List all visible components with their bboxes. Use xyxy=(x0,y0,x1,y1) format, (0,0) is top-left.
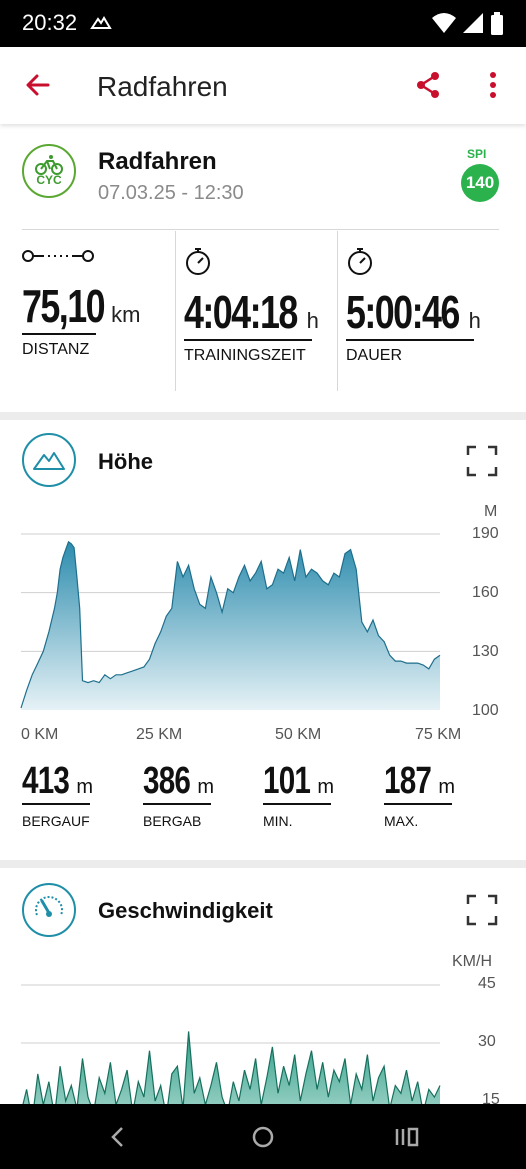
ascent-value: 413 xyxy=(22,760,70,802)
elevation-x-tick: 0 KM xyxy=(21,726,59,743)
mountain-notification-icon xyxy=(90,14,112,35)
share-button[interactable] xyxy=(410,67,446,103)
elevation-title: Höhe xyxy=(98,449,153,474)
speed-y-tick: 15 xyxy=(482,1091,500,1108)
training-time-value: 4:04:18 xyxy=(184,286,298,338)
duration-label: DAUER xyxy=(346,347,403,364)
battery-icon xyxy=(490,12,504,41)
status-bar: 20:32 xyxy=(0,0,526,47)
duration-unit: h xyxy=(468,308,481,333)
distance-label: DISTANZ xyxy=(22,341,90,358)
nav-back-button[interactable] xyxy=(101,1120,135,1154)
cyclist-icon xyxy=(35,155,63,175)
underline xyxy=(384,803,452,805)
training-time-label: TRAININGSZEIT xyxy=(184,347,306,364)
more-options-button[interactable] xyxy=(475,67,511,103)
nav-recents-button[interactable] xyxy=(390,1120,424,1154)
fullscreen-icon xyxy=(466,894,498,926)
duration-value: 5:00:46 xyxy=(346,286,460,338)
stat-distance: 75,10 km DISTANZ xyxy=(22,248,140,359)
wifi-icon xyxy=(431,12,457,39)
section-separator xyxy=(0,412,526,420)
expand-elevation-button[interactable] xyxy=(466,445,498,477)
activity-date: 07.03.25 - 12:30 xyxy=(98,182,244,204)
underline xyxy=(143,803,211,805)
underline xyxy=(263,803,331,805)
page-title: Radfahren xyxy=(97,71,228,102)
system-nav-bar xyxy=(0,1104,526,1169)
elevation-unit: M xyxy=(484,503,498,520)
stat-training-time: 4:04:18 h TRAININGSZEIT xyxy=(184,246,329,365)
speedometer-icon xyxy=(22,883,76,937)
divider xyxy=(175,231,176,391)
elevation-y-tick: 130 xyxy=(472,643,499,660)
elevation-line xyxy=(20,540,441,709)
stat-max: 187 m MAX. xyxy=(384,760,455,829)
speed-y-tick: 45 xyxy=(478,975,496,992)
status-time: 20:32 xyxy=(22,10,78,35)
stopwatch-icon xyxy=(348,248,372,275)
underline xyxy=(22,333,96,335)
ascent-label: BERGAUF xyxy=(22,813,90,829)
stat-min: 101 m MIN. xyxy=(263,760,334,829)
divider xyxy=(337,231,338,391)
share-icon xyxy=(417,72,439,98)
fullscreen-icon xyxy=(466,445,498,477)
elevation-x-tick: 75 KM xyxy=(415,726,462,743)
elevation-x-tick: 25 KM xyxy=(136,726,183,743)
speed-y-tick: 30 xyxy=(478,1033,496,1050)
speed-area xyxy=(22,1031,440,1105)
max-value: 187 xyxy=(384,760,432,802)
descent-unit: m xyxy=(197,776,215,798)
min-unit: m xyxy=(317,776,335,798)
spi-badge: 140 xyxy=(461,164,499,202)
nav-back-icon xyxy=(111,1127,123,1147)
elevation-area xyxy=(21,541,440,710)
nav-home-button[interactable] xyxy=(246,1120,280,1154)
app-bar: Radfahren xyxy=(0,47,526,124)
ascent-unit: m xyxy=(76,776,94,798)
speed-title: Geschwindigkeit xyxy=(98,898,273,923)
stat-descent: 386 m BERGAB xyxy=(143,760,214,829)
mountain-icon xyxy=(22,433,76,487)
elevation-y-tick: 160 xyxy=(472,584,499,601)
activity-title: Radfahren xyxy=(98,148,217,175)
underline xyxy=(346,339,474,341)
more-vert-icon xyxy=(490,72,496,98)
max-label: MAX. xyxy=(384,813,419,829)
min-label: MIN. xyxy=(263,813,293,829)
signal-icon xyxy=(462,12,484,39)
expand-speed-button[interactable] xyxy=(466,894,498,926)
route-icon xyxy=(22,250,94,262)
divider xyxy=(22,229,499,230)
arrow-left-icon xyxy=(26,74,50,96)
stopwatch-icon xyxy=(186,248,210,275)
underline xyxy=(22,803,90,805)
back-button[interactable] xyxy=(20,67,56,103)
speed-unit: KM/H xyxy=(452,953,492,970)
speed-chart xyxy=(21,984,441,1105)
training-time-unit: h xyxy=(306,308,319,333)
descent-label: BERGAB xyxy=(143,813,202,829)
section-separator xyxy=(0,860,526,868)
underline xyxy=(184,339,312,341)
cycling-icon: CYC xyxy=(22,144,76,198)
elevation-y-tick: 100 xyxy=(472,702,499,719)
min-value: 101 xyxy=(263,760,311,802)
nav-home-icon xyxy=(252,1126,274,1148)
distance-unit: km xyxy=(111,302,141,327)
sport-abbreviation: CYC xyxy=(36,173,62,187)
descent-value: 386 xyxy=(143,760,191,802)
max-unit: m xyxy=(438,776,456,798)
stat-duration: 5:00:46 h DAUER xyxy=(346,246,491,365)
spi-label: SPI xyxy=(467,147,487,161)
nav-recents-icon xyxy=(395,1127,419,1147)
distance-value: 75,10 xyxy=(22,280,106,332)
stat-ascent: 413 m BERGAUF xyxy=(22,760,93,829)
elevation-x-tick: 50 KM xyxy=(275,726,322,743)
elevation-y-tick: 190 xyxy=(472,525,499,542)
elevation-chart xyxy=(20,533,441,710)
